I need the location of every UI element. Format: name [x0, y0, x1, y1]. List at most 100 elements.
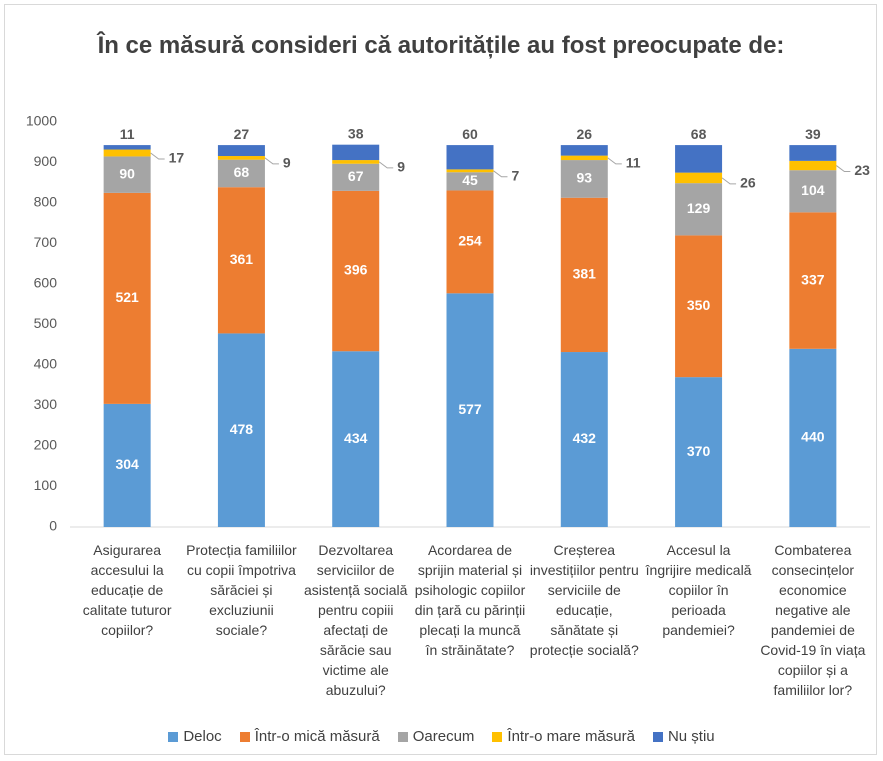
legend-swatch: [652, 731, 663, 742]
y-tick-label: 900: [34, 153, 58, 169]
bar-segment: [675, 183, 723, 236]
legend-label: Nu știu: [667, 728, 715, 745]
data-label: 11: [626, 155, 641, 171]
bar-segment: [103, 403, 151, 527]
y-tick-label: 1000: [26, 113, 57, 129]
legend: Deloc Într-o mică măsură Oarecum Într-o mar…: [0, 728, 883, 745]
y-tick-label: 600: [34, 275, 58, 291]
bar-segment: [560, 352, 608, 527]
bar-segment: [560, 197, 608, 353]
bar-segment: [560, 145, 608, 156]
bar-segment: [217, 145, 265, 157]
data-label: 9: [397, 159, 405, 175]
leader-line: [264, 157, 279, 165]
data-label: 129: [687, 200, 711, 216]
bar-segment: [217, 333, 265, 527]
legend-label: Într-o mică măsură: [254, 728, 380, 745]
bar-segment: [560, 155, 608, 161]
data-label: 39: [805, 126, 821, 142]
leader-line: [493, 170, 508, 178]
x-tick-label: Combaterea consecințelor economice negat…: [760, 542, 866, 698]
x-tick-label: Dezvoltarea serviciilor de asistență soc…: [303, 542, 408, 698]
bar-segment: [675, 377, 723, 527]
bar-segment: [332, 163, 380, 191]
bar-segment: [332, 160, 380, 164]
bar-segment: [446, 169, 494, 173]
data-label: 104: [801, 182, 825, 198]
bar-segment: [789, 348, 837, 527]
data-label: 93: [576, 170, 592, 186]
x-tick-label: Protecția familiilor cu copii împotriva …: [186, 542, 297, 638]
data-label: 45: [462, 172, 478, 188]
leader-line: [150, 152, 165, 160]
data-label: 26: [576, 126, 592, 142]
legend-item: Nu știu: [652, 728, 715, 745]
bar-segment: [217, 187, 265, 334]
x-tick-label: Creșterea investițiilor pentru serviciil…: [529, 542, 639, 658]
bar-segment: [446, 293, 494, 527]
y-tick-label: 200: [34, 437, 58, 453]
bar-segment: [103, 156, 151, 193]
data-label: 68: [691, 126, 707, 142]
legend-item: Oarecum: [397, 728, 475, 745]
y-tick-label: 700: [34, 234, 58, 250]
y-tick-label: 800: [34, 194, 58, 210]
x-tick-label: Accesul la îngrijire medicală copiilor î…: [645, 542, 752, 638]
data-label: 370: [687, 443, 711, 459]
y-tick-label: 100: [34, 477, 58, 493]
data-label: 440: [801, 429, 825, 445]
y-tick-label: 0: [49, 518, 57, 534]
data-label: 478: [230, 421, 254, 437]
data-label: 350: [687, 297, 711, 313]
y-tick-label: 400: [34, 356, 58, 372]
bar-segment: [675, 235, 723, 378]
bar-segment: [217, 159, 265, 188]
x-tick-label: Acordarea de sprijin material și psiholo…: [414, 542, 526, 658]
bar-segment: [332, 351, 380, 527]
bar-segment: [675, 145, 723, 173]
data-label: 27: [234, 126, 250, 142]
data-label: 396: [344, 262, 368, 278]
bar-segment: [789, 160, 837, 171]
legend-swatch: [397, 731, 408, 742]
data-label: 90: [119, 165, 135, 181]
bar-segment: [217, 156, 265, 160]
data-label: 11: [120, 126, 135, 142]
bar-segment: [332, 190, 380, 352]
legend-item: Într-o mare măsură: [492, 728, 635, 745]
bar-segment: [789, 212, 837, 349]
x-tick-label: Asigurarea accesului la educație de cali…: [82, 542, 172, 638]
legend-swatch: [168, 731, 179, 742]
y-tick-label: 300: [34, 396, 58, 412]
bar-segment: [789, 145, 837, 161]
data-label: 434: [344, 430, 368, 446]
data-label: 17: [169, 150, 185, 166]
legend-item: Deloc: [168, 728, 222, 745]
data-label: 38: [348, 125, 364, 141]
data-label: 254: [458, 233, 482, 249]
data-label: 26: [740, 175, 756, 191]
data-label: 361: [230, 251, 254, 267]
legend-label: Oarecum: [412, 728, 475, 745]
bar-segment: [446, 172, 494, 191]
leader-line: [607, 157, 622, 165]
chart-title: În ce măsură consideri că autoritățile a…: [97, 32, 785, 59]
data-label: 9: [283, 155, 291, 171]
bar-segment: [446, 145, 494, 170]
bar-segment: [332, 144, 380, 161]
leader-line: [721, 177, 737, 185]
data-label: 67: [348, 168, 364, 184]
legend-label: Într-o mare măsură: [507, 728, 635, 745]
legend-swatch: [239, 731, 250, 742]
y-tick-label: 500: [34, 315, 58, 331]
legend-label: Deloc: [183, 728, 222, 745]
data-label: 23: [854, 162, 870, 178]
data-label: 577: [458, 401, 482, 417]
data-label: 7: [512, 168, 520, 184]
data-label: 432: [573, 430, 597, 446]
data-label: 521: [115, 289, 139, 305]
data-label: 337: [801, 271, 825, 287]
data-label: 304: [115, 456, 139, 472]
leader-line: [836, 165, 851, 173]
